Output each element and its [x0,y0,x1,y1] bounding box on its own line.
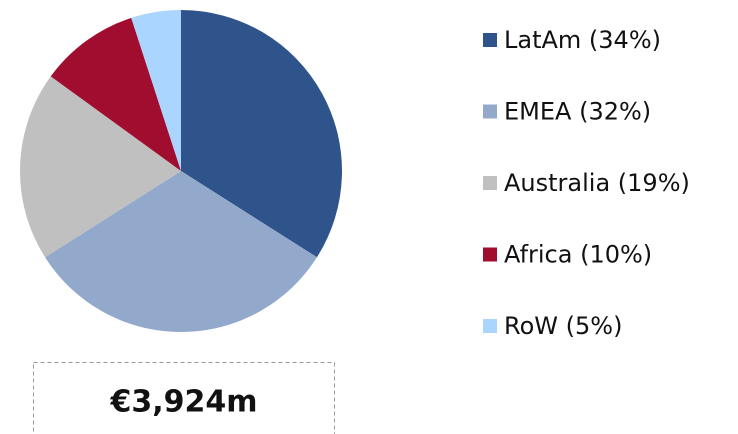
pie-slice [45,171,317,333]
pie-slice [131,10,181,171]
legend-label: EMEA (32%) [504,98,651,126]
legend-swatch [483,33,497,47]
pie-slice [20,76,182,258]
legend-swatch [483,104,497,119]
legend-label: Australia (19%) [504,169,690,197]
legend-label: LatAm (34%) [504,26,661,54]
legend-swatch [483,319,497,333]
legend-swatch [483,247,497,262]
total-label: €3,924m [109,385,257,420]
legend-label: RoW (5%) [504,312,622,340]
legend-swatch [483,176,497,190]
pie-slice [181,10,342,258]
pie-slice [50,17,182,172]
legend-label: Africa (10%) [504,241,652,269]
total-box [33,362,335,434]
